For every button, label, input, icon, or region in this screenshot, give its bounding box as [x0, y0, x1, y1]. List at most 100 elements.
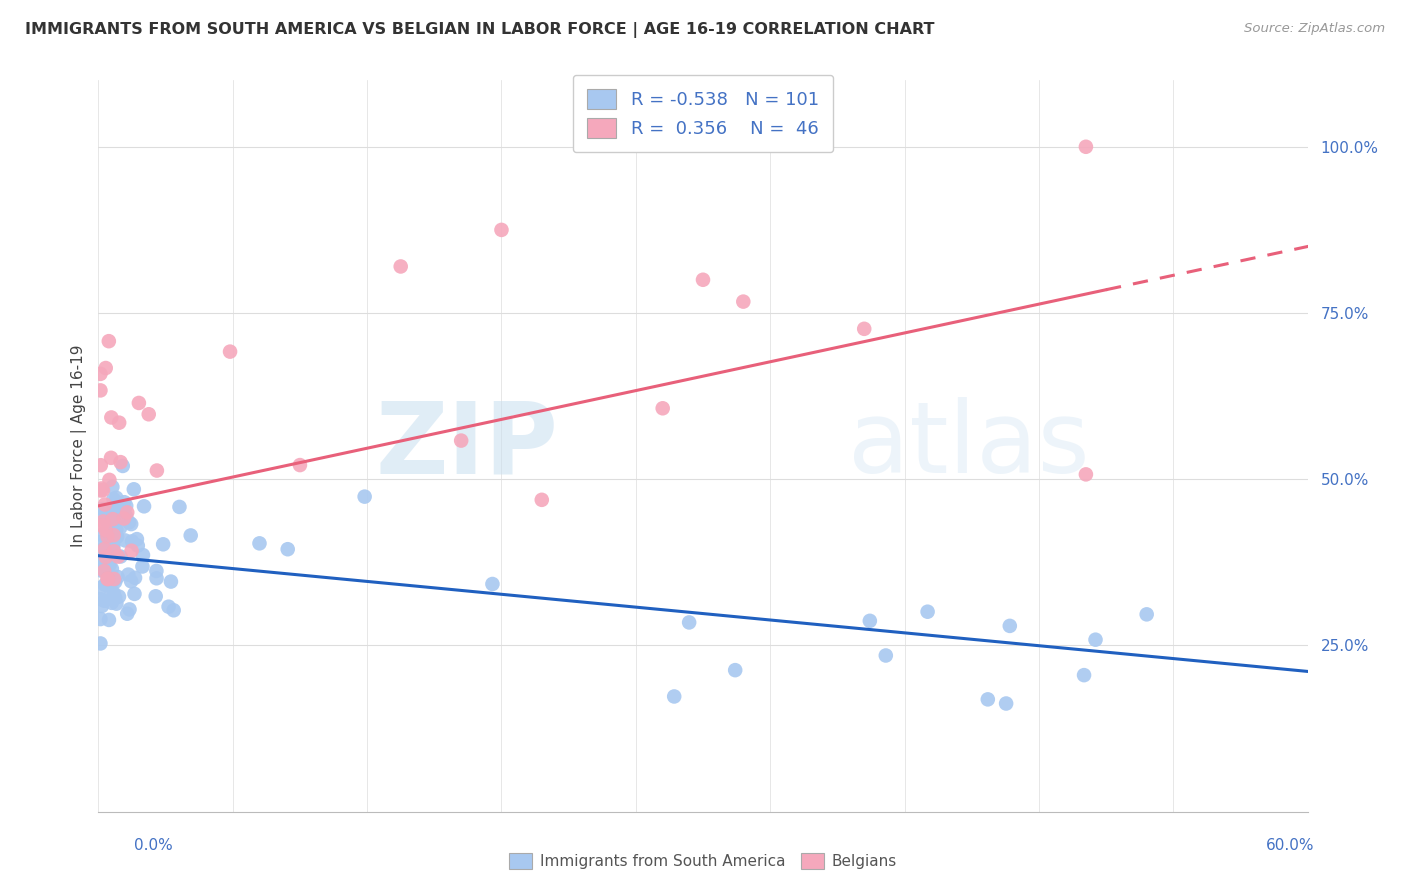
- Point: [117, 567, 139, 582]
- Point: [94, 361, 117, 376]
- Point: [103, 573, 125, 587]
- Point: [96, 562, 118, 576]
- Point: [100, 410, 122, 425]
- Legend: Immigrants from South America, Belgians: Immigrants from South America, Belgians: [503, 847, 903, 875]
- Point: [98, 473, 121, 487]
- Point: [1073, 668, 1095, 682]
- Point: [103, 572, 125, 586]
- Point: [101, 562, 124, 576]
- Point: [995, 697, 1018, 711]
- Point: [98, 524, 121, 539]
- Point: [89, 581, 111, 595]
- Point: [917, 605, 939, 619]
- Point: [112, 495, 135, 509]
- Point: [108, 416, 131, 430]
- Point: [96, 558, 118, 572]
- Point: [152, 537, 174, 551]
- Point: [97, 334, 120, 348]
- Point: [530, 492, 553, 507]
- Point: [101, 480, 124, 494]
- Point: [93, 541, 115, 556]
- Point: [90, 482, 112, 496]
- Point: [107, 570, 129, 584]
- Point: [733, 294, 755, 309]
- Point: [110, 549, 132, 564]
- Point: [96, 546, 118, 560]
- Point: [977, 692, 1000, 706]
- Point: [146, 463, 169, 477]
- Point: [96, 541, 118, 555]
- Point: [94, 498, 117, 512]
- Point: [131, 559, 153, 574]
- Point: [138, 407, 160, 421]
- Point: [96, 572, 118, 586]
- Point: [481, 577, 503, 591]
- Point: [105, 491, 128, 505]
- Point: [111, 458, 134, 473]
- Point: [91, 518, 114, 533]
- Point: [664, 690, 686, 704]
- Point: [100, 584, 122, 599]
- Point: [97, 529, 120, 543]
- Point: [875, 648, 897, 663]
- Y-axis label: In Labor Force | Age 16-19: In Labor Force | Age 16-19: [72, 344, 87, 548]
- Point: [118, 516, 141, 530]
- Point: [97, 613, 120, 627]
- Point: [249, 536, 271, 550]
- Point: [160, 574, 183, 589]
- Point: [145, 589, 167, 603]
- Point: [90, 563, 112, 577]
- Point: [678, 615, 700, 630]
- Point: [105, 523, 128, 537]
- Point: [104, 574, 127, 589]
- Point: [93, 564, 115, 578]
- Point: [105, 530, 128, 544]
- Point: [450, 434, 472, 448]
- Point: [112, 511, 135, 525]
- Point: [91, 557, 114, 571]
- Point: [96, 514, 118, 528]
- Point: [91, 483, 114, 498]
- Point: [180, 528, 202, 542]
- Point: [101, 572, 124, 586]
- Point: [277, 542, 299, 557]
- Point: [120, 574, 142, 589]
- Point: [145, 564, 167, 578]
- Point: [110, 455, 132, 469]
- Point: [101, 516, 124, 531]
- Point: [101, 540, 124, 554]
- Point: [89, 508, 111, 523]
- Point: [90, 528, 112, 542]
- Point: [124, 571, 146, 585]
- Point: [120, 517, 142, 532]
- Legend: R = -0.538   N = 101, R =  0.356    N =  46: R = -0.538 N = 101, R = 0.356 N = 46: [572, 75, 834, 153]
- Point: [219, 344, 242, 359]
- Point: [853, 322, 876, 336]
- Point: [89, 535, 111, 549]
- Point: [100, 450, 122, 465]
- Text: ZIP: ZIP: [375, 398, 558, 494]
- Point: [132, 500, 155, 514]
- Point: [94, 578, 117, 592]
- Point: [1136, 607, 1159, 622]
- Text: atlas: atlas: [848, 398, 1090, 494]
- Point: [132, 548, 155, 562]
- Point: [91, 552, 114, 566]
- Point: [93, 541, 115, 556]
- Point: [128, 396, 150, 410]
- Point: [108, 521, 131, 535]
- Text: 60.0%: 60.0%: [1267, 838, 1315, 853]
- Point: [105, 597, 128, 611]
- Point: [96, 563, 118, 577]
- Point: [107, 549, 129, 564]
- Point: [89, 384, 111, 398]
- Point: [90, 458, 112, 473]
- Text: IMMIGRANTS FROM SOUTH AMERICA VS BELGIAN IN LABOR FORCE | AGE 16-19 CORRELATION : IMMIGRANTS FROM SOUTH AMERICA VS BELGIAN…: [25, 22, 935, 38]
- Point: [94, 523, 117, 537]
- Point: [114, 533, 136, 548]
- Point: [998, 619, 1021, 633]
- Point: [108, 590, 131, 604]
- Point: [96, 529, 118, 543]
- Point: [98, 558, 121, 573]
- Point: [288, 458, 311, 472]
